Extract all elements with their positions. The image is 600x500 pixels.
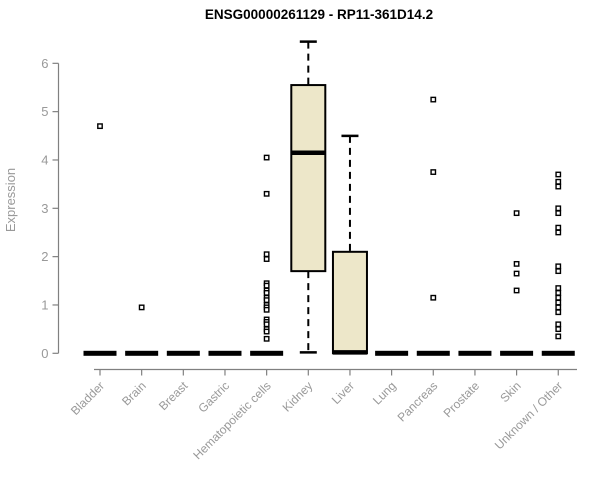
outlier-point (513, 287, 520, 294)
outlier-point (555, 210, 562, 217)
outlier-point (263, 321, 270, 328)
outlier-point (430, 96, 437, 103)
collapsed-box-2 (166, 350, 200, 356)
outlier-point (555, 224, 562, 231)
x-tick-label: Bladder (68, 379, 107, 418)
outlier-point (555, 309, 562, 316)
collapsed-box-10 (500, 350, 534, 356)
outlier-point (263, 328, 270, 335)
outlier-point (430, 294, 437, 301)
y-tick-label: 2 (41, 249, 48, 264)
y-tick-label: 5 (41, 104, 48, 119)
x-tick-label: Breast (156, 378, 191, 413)
collapsed-box-0 (83, 350, 117, 356)
box-5 (290, 84, 327, 273)
outlier-point (555, 205, 562, 212)
outlier-point (263, 282, 270, 289)
outlier-point (555, 183, 562, 190)
outlier-point (555, 285, 562, 291)
y-tick-label: 1 (41, 297, 48, 312)
y-tick-label: 4 (41, 152, 48, 167)
y-axis-title: Expression (3, 168, 18, 232)
outlier-point (263, 251, 270, 258)
collapsed-box-1 (125, 350, 159, 356)
outlier-point (263, 335, 270, 342)
outlier-point (263, 289, 270, 296)
outlier-point (97, 123, 103, 130)
y-tick-label: 3 (41, 201, 48, 216)
outlier-point (263, 190, 270, 197)
collapsed-box-7 (375, 350, 409, 356)
y-tick-label: 0 (41, 346, 48, 361)
outlier-point (555, 229, 562, 236)
x-tick-label: Gastric (195, 379, 232, 416)
outlier-point (555, 263, 562, 270)
collapsed-box-3 (208, 350, 242, 356)
collapsed-box-9 (458, 350, 492, 356)
y-tick-label: 6 (41, 56, 48, 71)
outlier-point (555, 178, 562, 185)
x-tick-label: Pancreas (395, 379, 441, 425)
outlier-point (263, 256, 270, 262)
x-tick-label: Brain (119, 379, 149, 409)
outlier-point (555, 268, 562, 275)
x-tick-label: Prostate (441, 379, 483, 421)
collapsed-box-4 (250, 350, 284, 356)
x-tick-label: Hematopoietic cells (190, 379, 273, 462)
outlier-point (555, 171, 562, 178)
outlier-point (513, 210, 520, 217)
outlier-point (555, 299, 562, 306)
x-tick-label: Skin (497, 379, 523, 405)
x-tick-label: Liver (329, 379, 357, 407)
collapsed-box-8 (416, 350, 450, 356)
outlier-point (555, 321, 562, 328)
box-6 (331, 250, 368, 355)
outlier-point (513, 270, 520, 277)
outlier-point (555, 304, 562, 311)
outlier-point (138, 304, 145, 311)
outlier-point (555, 333, 562, 340)
outlier-point (263, 297, 270, 304)
outlier-point (513, 260, 520, 267)
outlier-point (555, 289, 562, 296)
chart-title: ENSG00000261129 - RP11-361D14.2 (204, 7, 434, 22)
x-tick-label: Kidney (280, 379, 316, 415)
outlier-point (430, 169, 437, 175)
outlier-point (263, 154, 270, 161)
x-tick-label: Lung (370, 379, 399, 408)
collapsed-box-11 (541, 350, 575, 356)
outlier-point (555, 326, 562, 333)
outlier-point (555, 294, 562, 301)
outlier-point (263, 306, 270, 313)
